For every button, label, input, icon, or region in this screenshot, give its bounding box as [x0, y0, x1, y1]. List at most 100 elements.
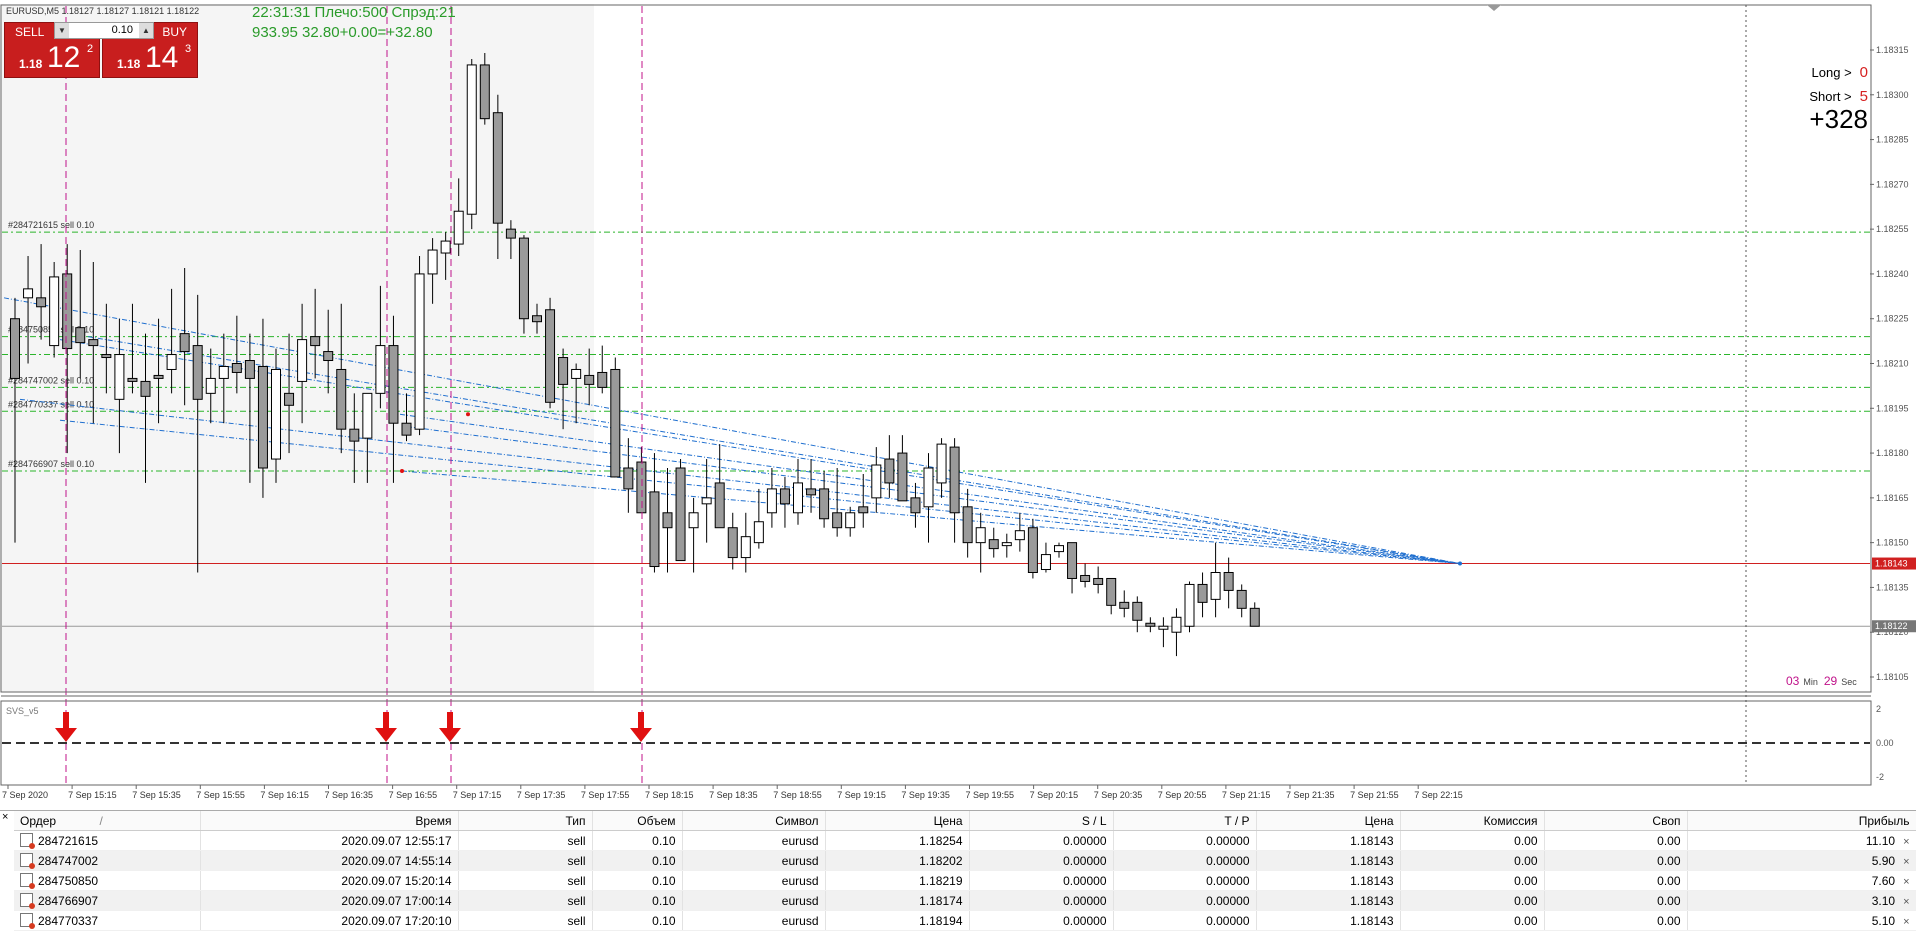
col-volume[interactable]: Объем [592, 811, 683, 831]
candle-body [140, 380, 151, 397]
candle-body [166, 354, 177, 370]
table-row[interactable]: 284750850 2020.09.07 15:20:14 sell 0.10 … [14, 870, 1916, 891]
col-symbol[interactable]: Символ [682, 811, 826, 831]
candle-body [466, 64, 477, 215]
col-swap[interactable]: Своп [1544, 811, 1688, 831]
close-order-icon[interactable]: × [1903, 835, 1910, 848]
lot-decrease-icon[interactable]: ▼ [55, 23, 69, 38]
cell-tp: 0.00000 [1113, 830, 1257, 851]
candle-body [1119, 601, 1130, 609]
lot-size-input[interactable]: ▼ 0.10 ▲ [54, 22, 154, 39]
history-shading [0, 4, 594, 692]
cell-profit: 11.10 [1865, 833, 1896, 848]
candle-body [1249, 607, 1260, 627]
candle-body [401, 422, 412, 436]
candle-body [75, 327, 86, 344]
subwindow-frame [0, 700, 1872, 786]
terminal-close-icon[interactable]: × [2, 811, 9, 823]
price-tick-label: 1.18255 [1876, 224, 1909, 234]
candle-body [1027, 527, 1038, 574]
cell-type: sell [458, 910, 593, 931]
sell-order-icon [20, 853, 35, 869]
candle-body [1093, 577, 1104, 585]
lot-value: 0.10 [111, 24, 133, 36]
time-tick-label: 7 Sep 17:15 [453, 790, 502, 800]
candle-body [336, 368, 347, 430]
order-level-label: #284721615 sell 0.10 [8, 220, 94, 230]
candle-body [1145, 622, 1156, 627]
col-open-price[interactable]: Цена [825, 811, 970, 831]
price-tick-label: 1.18270 [1876, 179, 1909, 189]
trade-connector-line [399, 413, 1461, 565]
cell-tp: 0.00000 [1113, 890, 1257, 911]
candle-body [427, 249, 438, 275]
last-price-badge [1872, 620, 1916, 633]
candle-body [662, 512, 673, 529]
last-price-label: 1.18122 [1875, 621, 1908, 631]
bar-timer: 03 Min 29 Sec [1786, 674, 1863, 688]
buy-price-big: 14 [145, 41, 179, 74]
sell-order-icon [20, 873, 35, 889]
candle-body [1158, 625, 1169, 630]
cell-profit: 5.90 [1871, 853, 1896, 868]
candle-body [688, 512, 699, 529]
sell-order-icon [20, 893, 35, 909]
price-tick-label: 1.18225 [1876, 314, 1909, 324]
col-time[interactable]: Время [200, 811, 459, 831]
cell-type: sell [458, 870, 593, 891]
lot-increase-icon[interactable]: ▲ [139, 23, 153, 38]
candle-body [244, 360, 255, 379]
time-tick-label: 7 Sep 18:55 [773, 790, 822, 800]
candle-body [218, 365, 229, 379]
col-sl[interactable]: S / L [969, 811, 1114, 831]
candle-body [10, 318, 20, 379]
candle-body [192, 345, 203, 400]
table-header-row: Ордер / Время Тип Объем Символ Цена S / … [14, 811, 1916, 831]
table-row[interactable]: 284721615 2020.09.07 12:55:17 sell 0.10 … [14, 830, 1916, 851]
price-chart[interactable]: #284721615 sell 0.10#284750850 sell 0.10… [0, 0, 1916, 807]
cell-time: 2020.09.07 15:20:14 [200, 870, 459, 891]
col-tp[interactable]: T / P [1113, 811, 1257, 831]
order-id: 284750850 [38, 874, 99, 888]
price-tick-label: 1.18180 [1876, 448, 1909, 458]
order-level-label: #284770337 sell 0.10 [8, 399, 94, 409]
time-tick-label: 7 Sep 20:15 [1030, 790, 1079, 800]
col-type[interactable]: Тип [458, 811, 593, 831]
cell-tp: 0.00000 [1113, 870, 1257, 891]
close-order-icon[interactable]: × [1903, 855, 1910, 868]
cell-volume: 0.10 [592, 870, 683, 891]
col-order[interactable]: Ордер / [14, 811, 201, 831]
price-tick-label: 1.18150 [1876, 538, 1909, 548]
close-order-icon[interactable]: × [1903, 895, 1910, 908]
cell-symbol: eurusd [682, 850, 826, 871]
buy-label: BUY [162, 25, 187, 39]
cell-sl: 0.00000 [969, 890, 1114, 911]
close-order-icon[interactable]: × [1903, 875, 1910, 888]
timer-minutes: 03 [1786, 674, 1800, 688]
candle-body [740, 536, 751, 559]
chart-area[interactable]: #284721615 sell 0.10#284750850 sell 0.10… [0, 0, 1916, 807]
candle-body [532, 315, 542, 323]
table-row[interactable]: 284770337 2020.09.07 17:20:10 sell 0.10 … [14, 910, 1916, 931]
cell-swap: 0.00 [1544, 910, 1688, 931]
price-tick-label: 1.18300 [1876, 90, 1909, 100]
close-order-icon[interactable]: × [1903, 915, 1910, 928]
time-tick-label: 7 Sep 18:15 [645, 790, 694, 800]
table-row[interactable]: 284747002 2020.09.07 14:55:14 sell 0.10 … [14, 850, 1916, 871]
price-tick-label: 1.18195 [1876, 403, 1909, 413]
sell-button[interactable]: SELL 1.18 12 2 [4, 22, 100, 78]
cell-symbol: eurusd [682, 910, 826, 931]
table-row[interactable]: 284766907 2020.09.07 17:00:14 sell 0.10 … [14, 890, 1916, 911]
col-commission[interactable]: Комиссия [1400, 811, 1545, 831]
order-id: 284721615 [38, 834, 99, 848]
short-label: Short > [1809, 89, 1852, 104]
candle-body [1014, 530, 1025, 541]
col-profit[interactable]: Прибыль [1687, 811, 1916, 831]
long-label: Long > [1811, 65, 1852, 80]
candle-body [962, 506, 973, 544]
candle-body [701, 497, 712, 505]
time-tick-label: 7 Sep 2020 [2, 790, 48, 800]
col-current-price[interactable]: Цена [1256, 811, 1401, 831]
candle-body [23, 288, 34, 299]
long-value: 0 [1859, 64, 1868, 81]
